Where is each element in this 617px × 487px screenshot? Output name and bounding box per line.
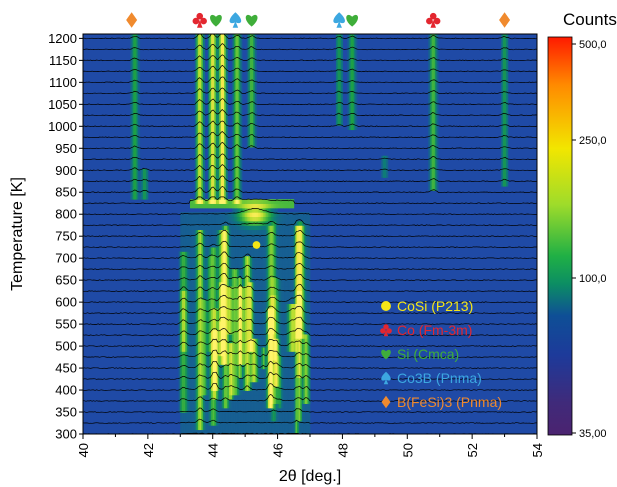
scan-trace-1100 <box>83 76 537 84</box>
x-axis-title: 2θ [deg.] <box>279 468 341 485</box>
scan-trace-500 <box>83 338 537 347</box>
y-tick-label-750: 750 <box>55 229 77 244</box>
scan-trace-1075 <box>83 87 537 95</box>
scan-trace-550 <box>83 316 537 325</box>
scan-trace-1050 <box>83 98 537 106</box>
y-tick-label-1200: 1200 <box>48 31 77 46</box>
scan-trace-875 <box>83 175 537 183</box>
scan-trace-850 <box>83 185 537 193</box>
peak-marker-6 <box>346 14 359 27</box>
scan-trace-1000 <box>83 120 537 128</box>
peak-marker-8 <box>499 12 511 28</box>
scan-trace-350 <box>83 407 537 413</box>
peak-marker-3 <box>229 12 242 28</box>
phase-legend: CoSi (P213) Co (Fm-3m) Si (Cmca) Co3B (Pnma… <box>380 298 502 410</box>
legend-symbol-2 <box>381 349 391 360</box>
y-tick-label-400: 400 <box>55 383 77 398</box>
colorbar <box>547 36 573 436</box>
colorbar-label-0: 500,0 <box>579 39 607 51</box>
y-tick-label-500: 500 <box>55 339 77 354</box>
scan-trace-525 <box>83 327 537 336</box>
x-tick-label-46: 46 <box>271 443 286 457</box>
scan-trace-1200 <box>83 34 537 40</box>
scan-trace-925 <box>83 153 537 161</box>
colorbar-label-2: 100,0 <box>579 273 607 285</box>
peak-marker-1 <box>192 12 207 28</box>
scan-trace-600 <box>83 294 537 303</box>
y-tick-label-800: 800 <box>55 207 77 222</box>
legend-label-2: Si (Cmca) <box>397 346 459 362</box>
y-axis: 300 350 400 450 500 550 600 650 700 750 800 850 900 9… <box>48 31 83 442</box>
scan-trace-800 <box>83 208 537 215</box>
y-tick-label-900: 900 <box>55 163 77 178</box>
y-tick-label-700: 700 <box>55 251 77 266</box>
scan-trace-650 <box>83 273 537 281</box>
y-tick-label-650: 650 <box>55 273 77 288</box>
scan-trace-775 <box>83 219 537 226</box>
x-axis: 40 42 44 46 48 50 52 54 <box>76 434 545 457</box>
colorbar-labels: 500,0 250,0 100,0 35,00 <box>572 39 607 440</box>
y-tick-label-1150: 1150 <box>49 53 77 68</box>
scan-trace-325 <box>83 418 537 424</box>
scan-trace-1125 <box>83 64 537 73</box>
x-tick-label-40: 40 <box>76 443 91 457</box>
peak-marker-4 <box>245 14 258 27</box>
legend-symbol-3 <box>381 371 391 385</box>
legend-symbol-4 <box>381 395 391 409</box>
x-tick-label-48: 48 <box>335 443 350 457</box>
scan-trace-825 <box>83 196 537 204</box>
legend-label-1: Co (Fm-3m) <box>397 322 472 338</box>
scan-trace-1150 <box>83 54 537 62</box>
cosi-marker-dot <box>252 241 261 249</box>
colorbar-title: Counts <box>563 10 617 29</box>
y-tick-label-850: 850 <box>55 185 77 200</box>
colorbar-label-1: 250,0 <box>579 135 607 147</box>
y-tick-label-450: 450 <box>55 361 77 376</box>
y-tick-label-350: 350 <box>55 405 77 420</box>
peak-marker-5 <box>333 12 345 28</box>
x-tick-label-52: 52 <box>465 443 480 457</box>
scan-trace-900 <box>83 164 537 172</box>
legend-symbol-1 <box>380 324 392 337</box>
scan-trace-1025 <box>83 109 537 117</box>
legend-symbol-0 <box>381 301 391 311</box>
legend-label-3: Co3B (Pnma) <box>397 370 482 386</box>
scan-trace-450 <box>83 360 537 369</box>
y-tick-label-1050: 1050 <box>48 97 77 112</box>
legend-label-4: B(FeSi)3 (Pnma) <box>397 394 502 410</box>
y-tick-label-950: 950 <box>55 141 77 156</box>
scan-traces <box>83 34 537 434</box>
scan-trace-750 <box>83 229 537 237</box>
scan-trace-625 <box>83 283 537 292</box>
x-tick-label-54: 54 <box>530 443 545 457</box>
colorbar-label-3: 35,00 <box>579 428 607 440</box>
x-tick-label-44: 44 <box>206 443 221 457</box>
scan-trace-1175 <box>83 43 537 51</box>
scan-trace-425 <box>83 371 537 380</box>
peak-marker-2 <box>210 14 222 27</box>
y-tick-label-300: 300 <box>55 427 77 442</box>
y-tick-label-1100: 1100 <box>49 75 77 90</box>
peak-marker-7 <box>426 12 441 28</box>
scan-trace-975 <box>83 131 537 139</box>
scan-trace-575 <box>83 305 537 314</box>
peak-marker-0 <box>126 12 138 28</box>
scan-trace-675 <box>83 262 537 270</box>
scan-trace-950 <box>83 141 537 150</box>
scan-trace-400 <box>83 383 537 391</box>
x-tick-label-50: 50 <box>400 443 415 457</box>
y-tick-label-1000: 1000 <box>48 119 77 134</box>
y-tick-label-600: 600 <box>55 295 77 310</box>
scan-trace-725 <box>83 240 537 248</box>
scan-trace-375 <box>83 393 537 402</box>
scan-trace-475 <box>83 349 537 358</box>
y-tick-label-550: 550 <box>55 317 77 332</box>
x-tick-label-42: 42 <box>141 443 156 457</box>
y-axis-title: Temperature [K] <box>9 177 26 291</box>
scan-trace-700 <box>83 251 537 259</box>
legend-label-0: CoSi (P213) <box>397 298 473 314</box>
